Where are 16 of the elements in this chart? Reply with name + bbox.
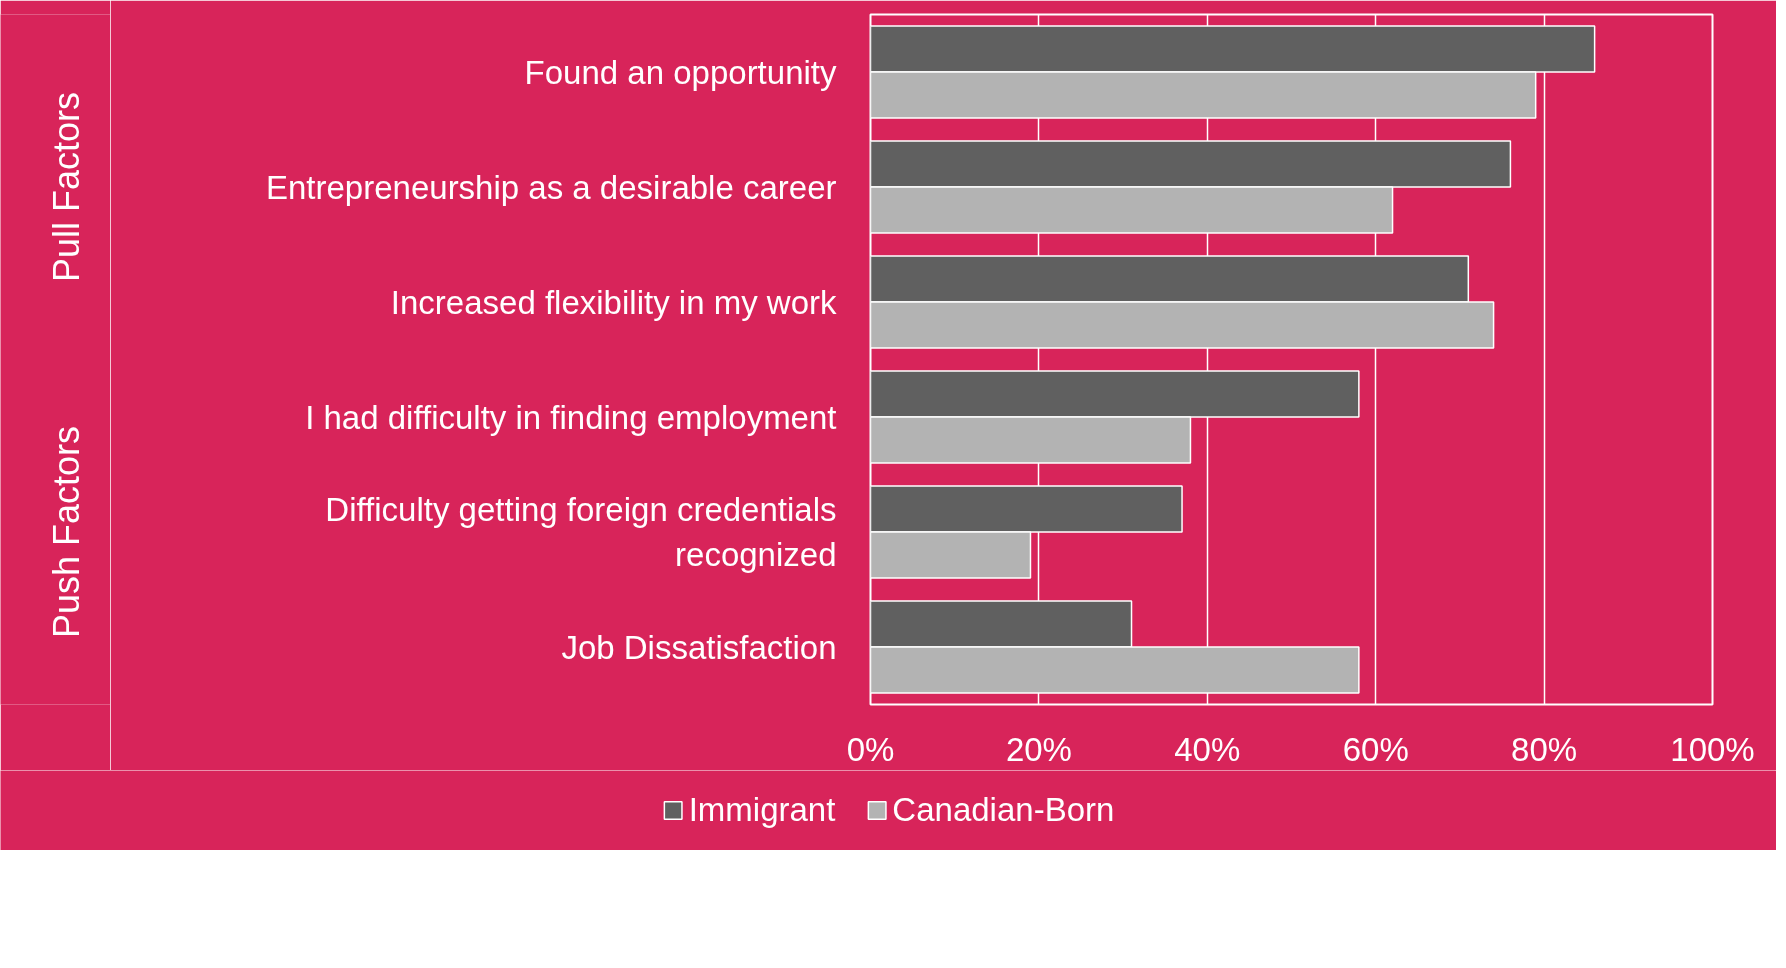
y-tick-label: Difficulty getting foreign credentials recognized <box>325 491 837 573</box>
y-tick-label: I had difficulty in finding employment <box>305 398 837 436</box>
y-tick-label: Entrepreneurship as a desirable career <box>266 168 837 206</box>
x-tick-label: 0% <box>846 730 895 768</box>
x-tick-label: 40% <box>1174 730 1241 768</box>
x-tick-label: 20% <box>1005 730 1072 768</box>
text: Push Factors <box>46 425 87 639</box>
y-tick-label: Increased flexibility in my work <box>390 283 837 321</box>
x-tick-label: 80% <box>1511 730 1578 768</box>
legend-label: Canadian-Born <box>892 791 1115 829</box>
legend-label: Immigrant <box>688 791 836 829</box>
y-tick-label: Job Dissatisfaction <box>561 628 837 666</box>
x-tick-label: 60% <box>1342 730 1409 768</box>
text: Pull Factors <box>46 91 87 283</box>
x-tick-label: 100% <box>1670 730 1755 768</box>
y-tick-label: Found an opportunity <box>524 53 837 91</box>
